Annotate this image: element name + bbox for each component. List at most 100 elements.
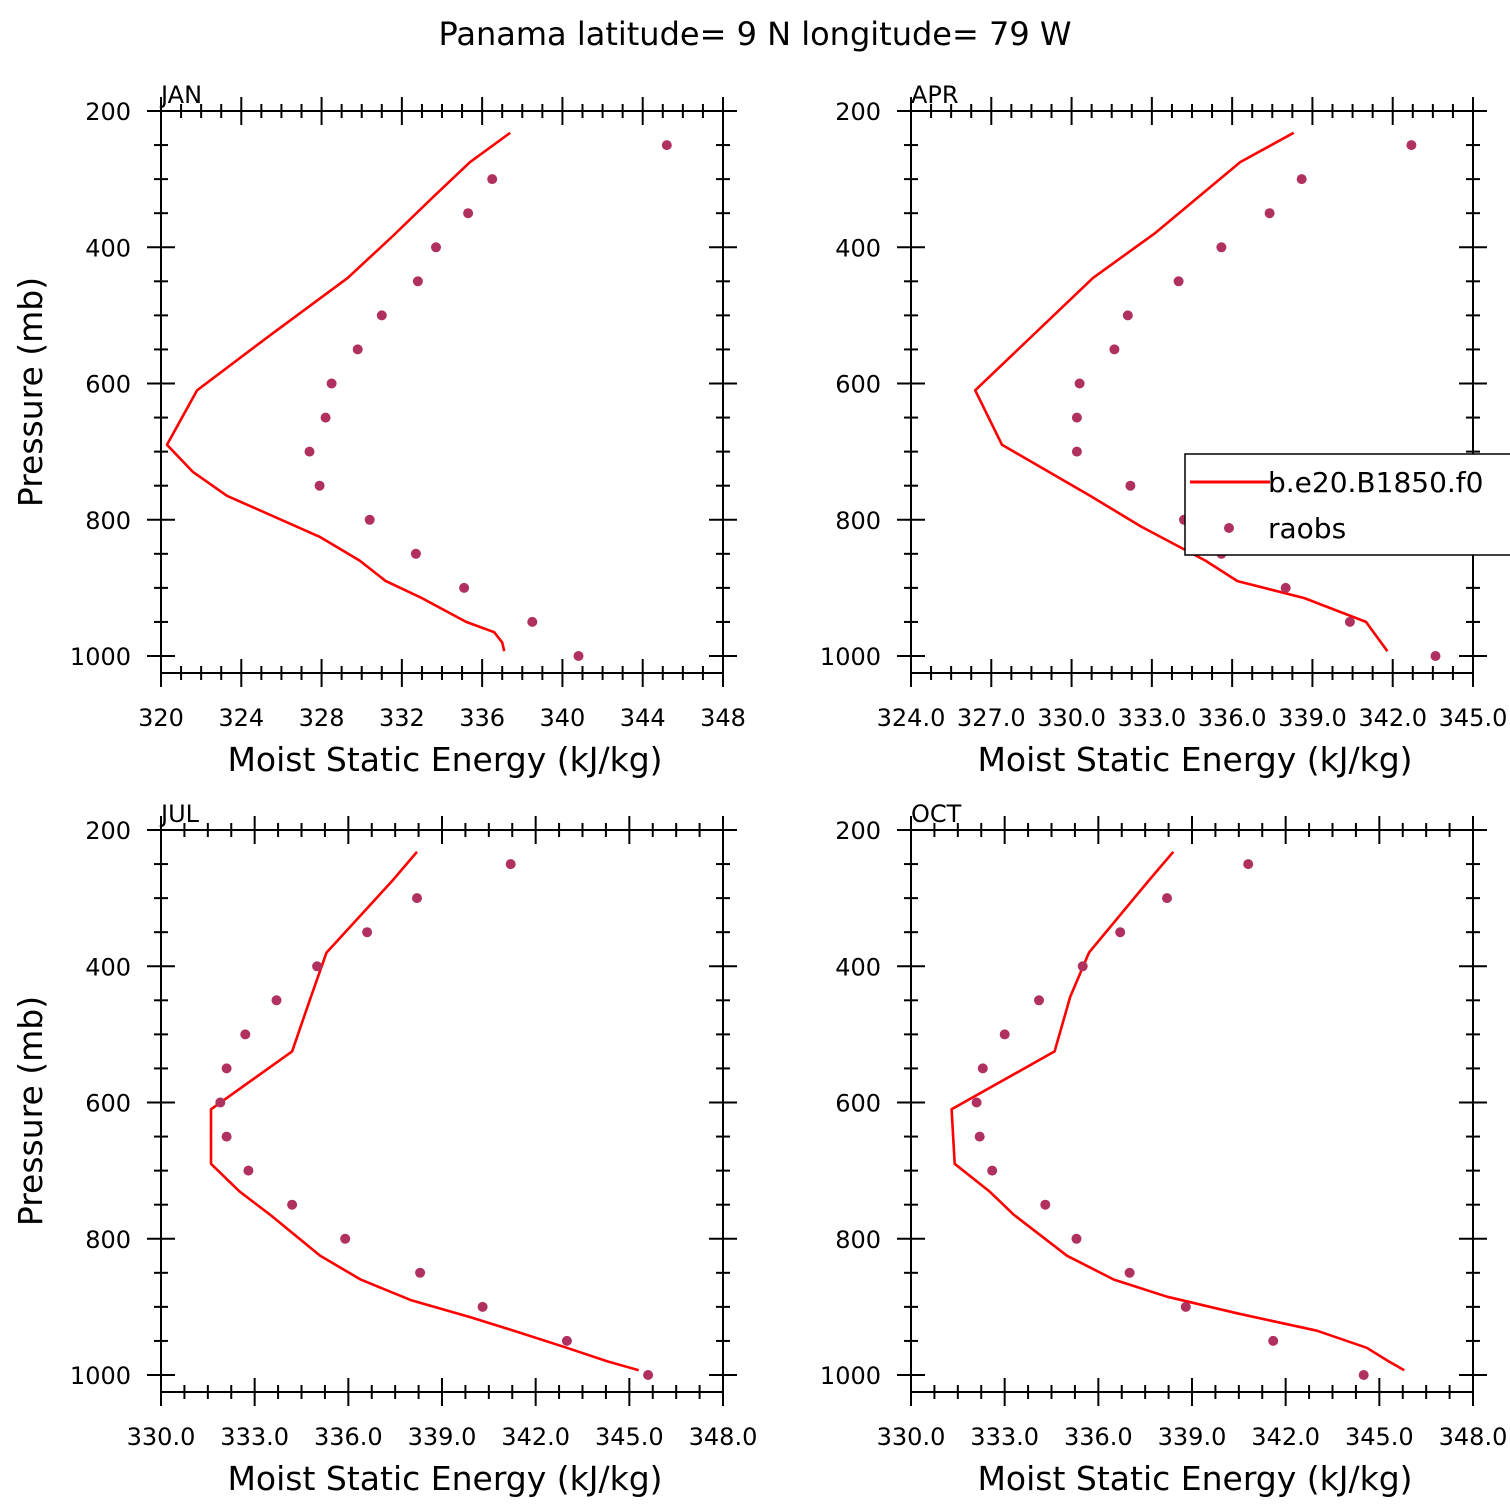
raobs-point [1124, 1267, 1135, 1278]
raobs-point [352, 344, 363, 355]
plot-frame [910, 829, 1474, 1393]
raobs-point [1034, 995, 1044, 1006]
y-tick-label: 800 [85, 507, 131, 535]
legend-box [1184, 453, 1510, 556]
x-tick-label: 339.0 [408, 1423, 477, 1451]
legend-obs-label: raobs [1268, 512, 1346, 545]
x-tick-label: 327.0 [957, 704, 1026, 732]
raobs-point [240, 1029, 251, 1040]
x-tick-label: 330.0 [1037, 704, 1106, 732]
raobs-point [1071, 1233, 1082, 1244]
raobs-point [1216, 242, 1227, 253]
panel-label: OCT [911, 800, 962, 828]
raobs-point [1180, 1301, 1191, 1312]
raobs-point [999, 1029, 1010, 1040]
x-tick-label: 348.0 [689, 1423, 758, 1451]
x-tick-label: 336.0 [1198, 704, 1267, 732]
plot-frame [910, 110, 1474, 674]
raobs-point [304, 446, 315, 457]
raobs-point [463, 208, 474, 219]
x-tick-label: 339.0 [1158, 1423, 1227, 1451]
raobs-point [487, 174, 498, 185]
y-tick-label: 1000 [820, 643, 881, 671]
raobs-point [1406, 140, 1417, 151]
y-tick-label: 200 [835, 817, 881, 845]
raobs-point [477, 1301, 488, 1312]
raobs-point [362, 927, 373, 938]
raobs-point [573, 651, 584, 661]
raobs-point [1268, 1335, 1279, 1346]
plot-frame [160, 110, 724, 674]
legend: b.e20.B1850.f0 raobs [1184, 453, 1510, 556]
raobs-point [314, 480, 325, 491]
raobs-point [364, 514, 375, 525]
y-tick-label: 1000 [820, 1362, 881, 1390]
y-axis-label: Pressure (mb) [11, 996, 50, 1226]
x-axis-label: Moist Static Energy (kJ/kg) [227, 740, 662, 779]
raobs-point [1125, 480, 1136, 491]
raobs-point [320, 412, 331, 423]
y-tick-label: 200 [85, 98, 131, 126]
x-tick-label: 336.0 [314, 1423, 383, 1451]
y-tick-label: 1000 [70, 1362, 131, 1390]
model-line [973, 131, 1389, 652]
y-tick-label: 600 [835, 1090, 881, 1118]
raobs-point [412, 276, 423, 287]
raobs-point [974, 1131, 985, 1142]
raobs-point [410, 548, 421, 559]
x-axis-label: Moist Static Energy (kJ/kg) [977, 740, 1412, 779]
x-tick-label: 344 [620, 704, 666, 732]
raobs-point [977, 1063, 988, 1074]
y-tick-label: 800 [85, 1226, 131, 1254]
x-tick-label: 332 [379, 704, 425, 732]
x-tick-label: 324 [218, 704, 264, 732]
raobs-point [1077, 961, 1088, 972]
legend-obs-marker [1224, 523, 1234, 533]
y-tick-label: 400 [835, 953, 881, 981]
raobs-point [1122, 310, 1133, 321]
raobs-point [459, 582, 470, 593]
x-tick-label: 336.0 [1064, 1423, 1133, 1451]
x-tick-label: 340 [540, 704, 586, 732]
raobs-point [221, 1131, 232, 1142]
raobs-point [505, 859, 516, 870]
raobs-point [1109, 344, 1120, 355]
raobs-point [1071, 412, 1082, 423]
model-line [209, 850, 640, 1372]
x-tick-label: 333.0 [220, 1423, 289, 1451]
panel-label: JUL [159, 800, 200, 828]
raobs-point [1162, 893, 1172, 904]
raobs-point [1344, 616, 1355, 627]
raobs-point [221, 1063, 232, 1074]
panel-oct: OCT 200 400 600 800 1000 330.0 333.0 336.0 339.0 3… [820, 800, 1507, 1498]
raobs-point [287, 1199, 298, 1210]
raobs-point [1173, 276, 1184, 287]
raobs-point [271, 995, 282, 1006]
x-tick-label: 333.0 [1117, 704, 1186, 732]
x-tick-label: 333.0 [970, 1423, 1039, 1451]
raobs-point [376, 310, 387, 321]
raobs-point [661, 140, 672, 151]
x-tick-label: 342.0 [501, 1423, 570, 1451]
raobs-point [1264, 208, 1275, 219]
raobs-point [340, 1233, 351, 1244]
panel-jul: JUL 200 400 600 800 1000 330.0 333.0 336.0 339.0 3… [11, 800, 757, 1498]
raobs-point [326, 378, 337, 389]
raobs-point [1074, 378, 1085, 389]
raobs-point [561, 1335, 572, 1346]
x-tick-label: 342.0 [1358, 704, 1427, 732]
raobs-point [1115, 927, 1126, 938]
raobs-point [1071, 446, 1082, 457]
raobs-point [412, 893, 422, 904]
y-axis-label: Pressure (mb) [11, 277, 50, 507]
y-tick-label: 400 [85, 234, 131, 262]
raobs-point [527, 616, 538, 627]
model-line [165, 131, 511, 652]
x-tick-label: 336 [459, 704, 505, 732]
raobs-point [1243, 859, 1254, 870]
raobs-point [1430, 651, 1441, 661]
raobs-point [431, 242, 441, 253]
x-tick-label: 330.0 [877, 1423, 946, 1451]
